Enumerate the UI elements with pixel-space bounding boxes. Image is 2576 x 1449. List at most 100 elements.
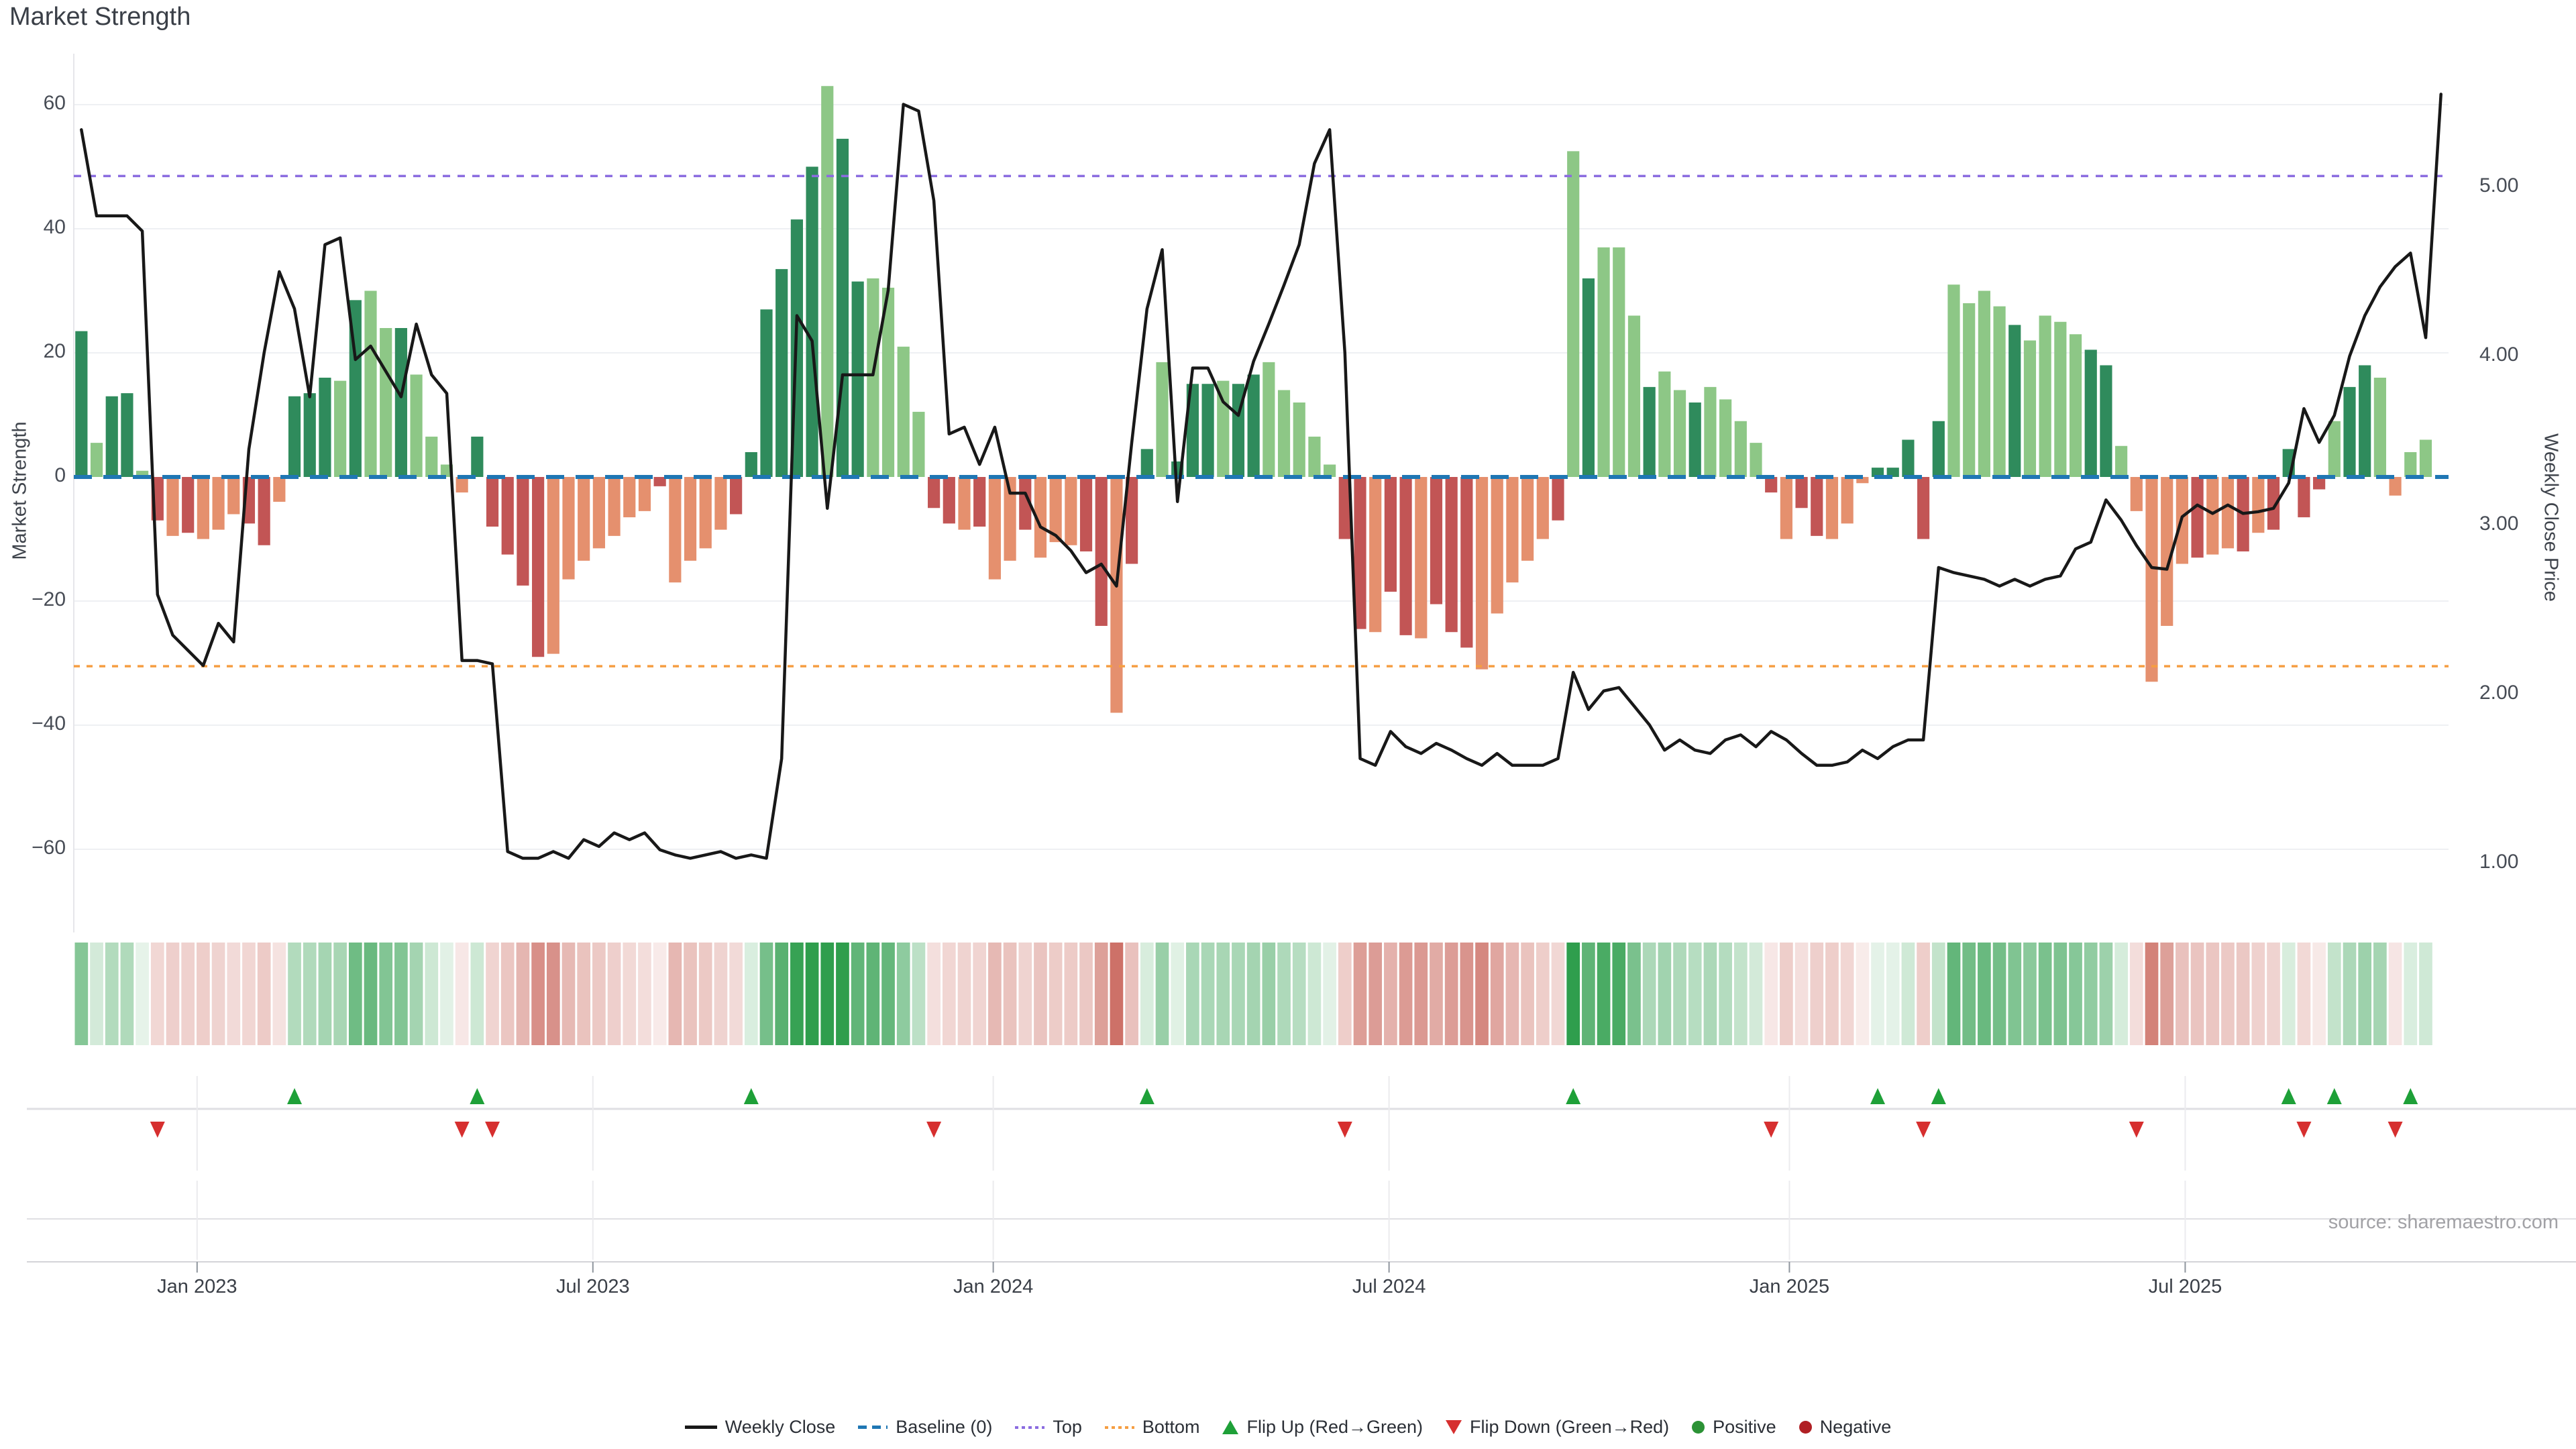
- heatmap-cell: [1353, 943, 1367, 1045]
- heatmap-cell: [866, 943, 880, 1045]
- heatmap-cell: [1094, 943, 1108, 1045]
- y-tick-label: 60: [43, 92, 66, 114]
- strength-bar: [1841, 477, 1854, 524]
- strength-bar: [182, 477, 195, 533]
- heatmap-cell: [988, 943, 1002, 1045]
- heatmap-cell: [1201, 943, 1215, 1045]
- heatmap-cell: [1719, 943, 1732, 1045]
- flip-down-marker: [2296, 1122, 2312, 1138]
- heatmap-cell: [2221, 943, 2235, 1045]
- strength-bar: [105, 396, 118, 477]
- legend-item-line[interactable]: Weekly Close: [684, 1417, 835, 1438]
- strength-bar: [1704, 386, 1717, 477]
- strength-bar: [1506, 477, 1519, 583]
- heatmap-cell: [1186, 943, 1199, 1045]
- legend-item-tri-up[interactable]: Flip Up (Red→Green): [1222, 1417, 1423, 1438]
- flip-down-marker: [1337, 1122, 1352, 1138]
- y-tick-label: −40: [32, 712, 66, 735]
- y-tick-label: 0: [54, 464, 66, 486]
- strength-bar: [1095, 477, 1108, 626]
- strength-bar: [136, 470, 149, 477]
- legend-item-dot-orange[interactable]: Bottom: [1104, 1417, 1199, 1438]
- strength-bar: [1324, 464, 1336, 477]
- strength-bar: [608, 477, 621, 536]
- heatmap-cell: [1597, 943, 1611, 1045]
- heatmap-cell: [1216, 943, 1230, 1045]
- heatmap-cell: [1764, 943, 1778, 1045]
- strength-bar: [455, 477, 468, 493]
- heatmap-cell: [318, 943, 332, 1045]
- heatmap-cell: [1323, 943, 1336, 1045]
- heatmap-cell: [272, 943, 286, 1045]
- strength-bar: [501, 477, 514, 555]
- heatmap-cell: [668, 943, 682, 1045]
- strength-bar: [2100, 365, 2112, 477]
- legend-symbol-circle-green: [1692, 1421, 1705, 1434]
- legend-item-circle-red[interactable]: Negative: [1799, 1417, 1891, 1438]
- strength-bar: [1582, 278, 1595, 477]
- heatmap-cell: [2267, 943, 2280, 1045]
- heatmap-cell: [1171, 943, 1185, 1045]
- strength-bar: [867, 278, 879, 477]
- legend-symbol-dot-purple: [1015, 1426, 1045, 1429]
- heatmap-cell: [1627, 943, 1641, 1045]
- strength-bar: [1126, 477, 1138, 564]
- heatmap-cell: [166, 943, 180, 1045]
- strength-bar: [2039, 315, 2051, 477]
- legend-item-dot-purple[interactable]: Top: [1015, 1417, 1082, 1438]
- heatmap-cell: [927, 943, 941, 1045]
- strength-bar: [928, 477, 941, 508]
- flip-up-marker: [1566, 1088, 1581, 1104]
- heatmap-cell: [638, 943, 651, 1045]
- heatmap-cell: [1125, 943, 1138, 1045]
- strength-bar: [319, 378, 331, 477]
- flip-up-marker: [287, 1088, 303, 1104]
- chart-title: Market Strength: [9, 3, 191, 31]
- heatmap-cell: [1551, 943, 1565, 1045]
- heatmap-cell: [197, 943, 210, 1045]
- heatmap-cell: [516, 943, 530, 1045]
- heatmap-cell: [684, 943, 697, 1045]
- heatmap-cell: [1810, 943, 1824, 1045]
- price-tick-label: 4.00: [2479, 343, 2519, 366]
- legend-label: Flip Up (Red→Green): [1246, 1417, 1424, 1437]
- heatmap-cell: [957, 943, 971, 1045]
- flip-down-marker: [150, 1122, 165, 1138]
- strength-bar: [1140, 449, 1153, 477]
- heatmap-cell: [1931, 943, 1945, 1045]
- strength-bar: [1338, 477, 1351, 539]
- heatmap-cell: [379, 943, 393, 1045]
- heatmap-cell: [257, 943, 271, 1045]
- heatmap-cell: [775, 943, 789, 1045]
- heatmap-cell: [2160, 943, 2174, 1045]
- legend-item-dash[interactable]: Baseline (0): [858, 1417, 992, 1438]
- heatmap-cell: [288, 943, 301, 1045]
- heatmap-cell: [1917, 943, 1930, 1045]
- heatmap-cell: [348, 943, 362, 1045]
- strength-bar: [1947, 284, 1960, 477]
- heatmap-cell: [2251, 943, 2265, 1045]
- y-tick-label: 40: [43, 216, 66, 238]
- strength-bar: [1065, 477, 1077, 545]
- strength-bar: [1688, 402, 1701, 477]
- heatmap-cell: [1505, 943, 1519, 1045]
- heatmap-cell: [896, 943, 910, 1045]
- strength-bar: [471, 436, 484, 477]
- heatmap-cell: [1155, 943, 1169, 1045]
- heatmap-cell: [150, 943, 164, 1045]
- legend-symbol-tri-down: [1446, 1420, 1462, 1434]
- heatmap-cell: [1992, 943, 2006, 1045]
- strength-bar: [90, 443, 103, 477]
- legend-item-tri-down[interactable]: Flip Down (Green→Red): [1446, 1417, 1669, 1438]
- price-tick-label: 2.00: [2479, 682, 2519, 704]
- legend-item-circle-green[interactable]: Positive: [1692, 1417, 1776, 1438]
- heatmap-cell: [1292, 943, 1306, 1045]
- strength-bar: [1536, 477, 1549, 539]
- heatmap-cell: [577, 943, 591, 1045]
- flip-up-marker: [1139, 1088, 1155, 1104]
- heatmap-cell: [2206, 943, 2220, 1045]
- flip-down-marker: [926, 1122, 942, 1138]
- heatmap-cell: [2312, 943, 2326, 1045]
- heatmap-cell: [2373, 943, 2387, 1045]
